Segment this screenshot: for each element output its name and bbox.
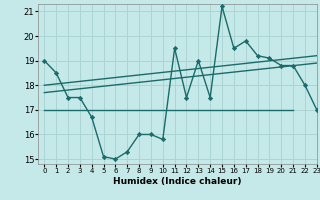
X-axis label: Humidex (Indice chaleur): Humidex (Indice chaleur) — [113, 177, 242, 186]
